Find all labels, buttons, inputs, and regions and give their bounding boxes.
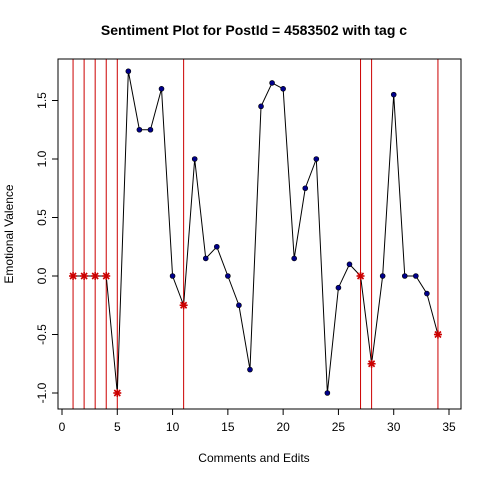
y-tick-label: -0.5 [35, 324, 49, 345]
comment-point [346, 261, 353, 268]
comment-point [191, 156, 198, 162]
x-tick-label: 20 [276, 420, 290, 434]
comment-point [225, 273, 231, 279]
x-tick-label: 5 [114, 420, 121, 434]
comment-point [202, 255, 209, 262]
comment-point [269, 80, 275, 86]
comment-point [236, 302, 242, 309]
comment-point [136, 126, 143, 133]
comment-point [401, 273, 408, 279]
comment-point [324, 390, 331, 396]
edit-point [91, 272, 100, 280]
x-tick-label: 35 [442, 420, 456, 434]
x-axis-label: Comments and Edits [198, 451, 309, 465]
y-tick-label: -1.0 [35, 382, 49, 403]
comment-point [413, 273, 419, 279]
comment-point [147, 126, 154, 133]
comment-point [258, 103, 264, 110]
comment-point [214, 243, 220, 250]
series-line-group [73, 71, 439, 394]
comment-point [125, 68, 132, 75]
edit-point [80, 272, 89, 280]
edit-point [356, 272, 365, 280]
x-tick-label: 10 [166, 420, 180, 434]
x-tick-label: 25 [332, 420, 346, 434]
edit-point [69, 272, 78, 280]
comment-point [335, 284, 342, 291]
comment-point [280, 86, 286, 92]
y-tick-label: 1.5 [35, 92, 49, 109]
comment-point [158, 86, 165, 92]
data-points [69, 68, 442, 397]
y-axis: -1.0 -0.5 0.0 0.5 1.0 1.5 [35, 92, 58, 403]
x-tick-label: 15 [221, 420, 235, 434]
comment-point [379, 273, 386, 279]
comment-point [390, 91, 397, 98]
y-axis-label: Emotional Valence [2, 184, 16, 283]
y-tick-label: 1.0 [35, 150, 49, 167]
x-tick-label: 30 [387, 420, 401, 434]
comment-point [313, 156, 320, 162]
edit-point [179, 301, 188, 310]
y-tick-label: 0.0 [35, 267, 49, 284]
x-axis: 0 5 10 15 20 25 30 35 [59, 409, 456, 434]
edit-point [367, 359, 376, 368]
edit-lines [72, 59, 439, 409]
comment-point [291, 255, 298, 262]
edit-point [102, 272, 111, 280]
comment-point [169, 273, 176, 279]
chart-title: Sentiment Plot for PostId = 4583502 with… [101, 22, 407, 38]
x-tick-label: 0 [59, 420, 66, 434]
comment-point [302, 185, 309, 192]
comment-point [424, 290, 430, 297]
edit-point [113, 389, 122, 397]
edit-point [433, 330, 442, 339]
plot-frame [57, 58, 462, 410]
y-tick-label: 0.5 [35, 209, 49, 226]
comment-point [247, 366, 253, 373]
series-line [73, 71, 439, 394]
